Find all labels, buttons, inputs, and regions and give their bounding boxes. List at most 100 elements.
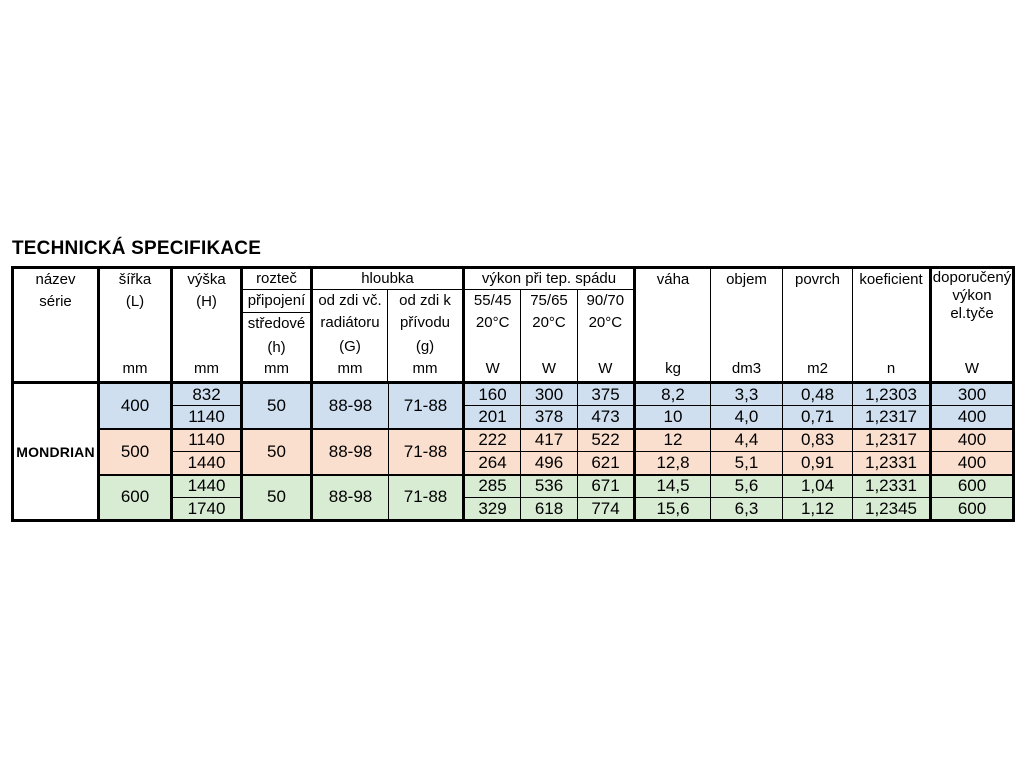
header-label: od zdi k <box>399 292 451 309</box>
header-doporuceny: doporučený výkon el.tyče W <box>930 267 1014 384</box>
header-label: váha <box>656 271 690 288</box>
cell-koeficient: 1,2317 <box>852 428 932 452</box>
cell-koeficient: 1,2345 <box>852 497 932 521</box>
header-label: (G) <box>339 338 361 355</box>
cell-koeficient: 1,2331 <box>852 451 932 476</box>
header-sirka: šířka (L) mm <box>98 267 173 384</box>
cell-objem: 6,3 <box>710 497 783 521</box>
cell-w-7565: 378 <box>520 405 578 430</box>
header-label: (H) <box>196 293 217 310</box>
header-label: (L) <box>125 293 145 310</box>
header-label: el.tyče <box>950 305 994 322</box>
cell-w-5545: 329 <box>463 497 521 521</box>
unit-label: kg <box>665 360 681 377</box>
spec-table: název série šířka (L) mm výška (H) mm ro… <box>11 266 1015 522</box>
cell-objem: 5,1 <box>710 451 783 476</box>
cell-doporuceny: 400 <box>930 405 1014 430</box>
cell-sirka: 400 <box>98 382 173 430</box>
cell-w-5545: 285 <box>463 474 521 498</box>
cell-w-7565: 536 <box>520 474 578 498</box>
cell-povrch: 0,83 <box>782 428 853 452</box>
header-label: série <box>39 293 72 310</box>
cell-objem: 3,3 <box>710 382 783 406</box>
unit-label: W <box>598 360 613 377</box>
header-vykon-5545: 55/45 20°C W <box>465 290 520 380</box>
table-row: 1740 329 618 774 15,6 6,3 1,12 1,2345 60… <box>13 497 1014 521</box>
header-label: 20°C <box>532 314 566 331</box>
header-label: připojení <box>243 290 309 313</box>
cell-w-9070: 473 <box>577 405 636 430</box>
unit-label: m2 <box>807 360 828 377</box>
cell-vyska: 1140 <box>171 405 243 430</box>
header-hloubka-privod: od zdi k přívodu (g) mm <box>387 290 461 380</box>
table-row: 1440 264 496 621 12,8 5,1 0,91 1,2331 40… <box>13 451 1014 476</box>
cell-w-7565: 496 <box>520 451 578 476</box>
header-povrch: povrch m2 <box>782 267 853 384</box>
cell-hloubka-g2: 71-88 <box>388 428 465 476</box>
header-label: 55/45 <box>473 292 512 309</box>
cell-vaha: 10 <box>634 405 711 430</box>
unit-label: mm <box>264 360 289 377</box>
cell-povrch: 1,04 <box>782 474 853 498</box>
header-label: název <box>35 271 76 288</box>
cell-vyska: 832 <box>171 382 243 406</box>
cell-hloubka-g: 88-98 <box>311 382 389 430</box>
header-label: přívodu <box>399 314 451 331</box>
cell-w-5545: 201 <box>463 405 521 430</box>
cell-w-9070: 774 <box>577 497 636 521</box>
header-label: radiátoru <box>320 314 380 331</box>
cell-hloubka-g2: 71-88 <box>388 474 465 521</box>
cell-vaha: 15,6 <box>634 497 711 521</box>
cell-w-9070: 671 <box>577 474 636 498</box>
cell-vyska: 1440 <box>171 474 243 498</box>
cell-povrch: 0,71 <box>782 405 853 430</box>
cell-objem: 4,0 <box>710 405 783 430</box>
unit-label: mm <box>337 360 363 377</box>
header-group-label: hloubka <box>313 269 461 290</box>
cell-koeficient: 1,2317 <box>852 405 932 430</box>
cell-w-5545: 160 <box>463 382 521 406</box>
cell-w-5545: 264 <box>463 451 521 476</box>
cell-koeficient: 1,2303 <box>852 382 932 406</box>
header-objem: objem dm3 <box>710 267 783 384</box>
cell-w-7565: 618 <box>520 497 578 521</box>
header-nazev-serie: název série <box>12 267 100 384</box>
cell-sirka: 600 <box>98 474 173 521</box>
cell-roztec: 50 <box>241 428 313 476</box>
header-label: povrch <box>794 271 841 288</box>
header-label: od zdi vč. <box>318 292 382 309</box>
header-label: doporučený <box>932 269 1012 286</box>
header-vykon-group: výkon při tep. spádu 55/45 20°C W 75/65 … <box>463 267 636 384</box>
header-group-label: výkon při tep. spádu <box>465 269 632 290</box>
header-label: výkon <box>952 287 992 304</box>
header-row: název série šířka (L) mm výška (H) mm ro… <box>12 267 1014 384</box>
header-label: koeficient <box>859 271 923 288</box>
cell-w-9070: 522 <box>577 428 636 452</box>
cell-vaha: 12,8 <box>634 451 711 476</box>
cell-w-5545: 222 <box>463 428 521 452</box>
cell-doporuceny: 400 <box>930 428 1014 452</box>
header-hloubka-radiator: od zdi vč. radiátoru (G) mm <box>313 290 387 380</box>
cell-w-9070: 621 <box>577 451 636 476</box>
cell-sirka: 500 <box>98 428 173 476</box>
cell-povrch: 0,91 <box>782 451 853 476</box>
unit-label: mm <box>194 360 219 377</box>
table-row: MONDRIAN 400 832 50 88-98 71-88 160 300 … <box>12 382 1014 521</box>
cell-vyska: 1740 <box>171 497 243 521</box>
unit-label: W <box>964 360 980 377</box>
cell-vyska: 1440 <box>171 451 243 476</box>
header-label: 20°C <box>588 314 623 331</box>
unit-label: W <box>485 360 500 377</box>
cell-doporuceny: 600 <box>930 497 1014 521</box>
cell-hloubka-g: 88-98 <box>311 474 389 521</box>
series-name-cell: MONDRIAN <box>12 382 100 521</box>
header-hloubka-group: hloubka od zdi vč. radiátoru (G) mm od z… <box>311 267 465 384</box>
cell-hloubka-g2: 71-88 <box>388 382 465 430</box>
cell-povrch: 0,48 <box>782 382 853 406</box>
cell-w-9070: 375 <box>577 382 636 406</box>
cell-doporuceny: 600 <box>930 474 1014 498</box>
cell-vaha: 12 <box>634 428 711 452</box>
header-label: (g) <box>415 338 435 355</box>
unit-label: mm <box>412 360 438 377</box>
cell-vyska: 1140 <box>171 428 243 452</box>
